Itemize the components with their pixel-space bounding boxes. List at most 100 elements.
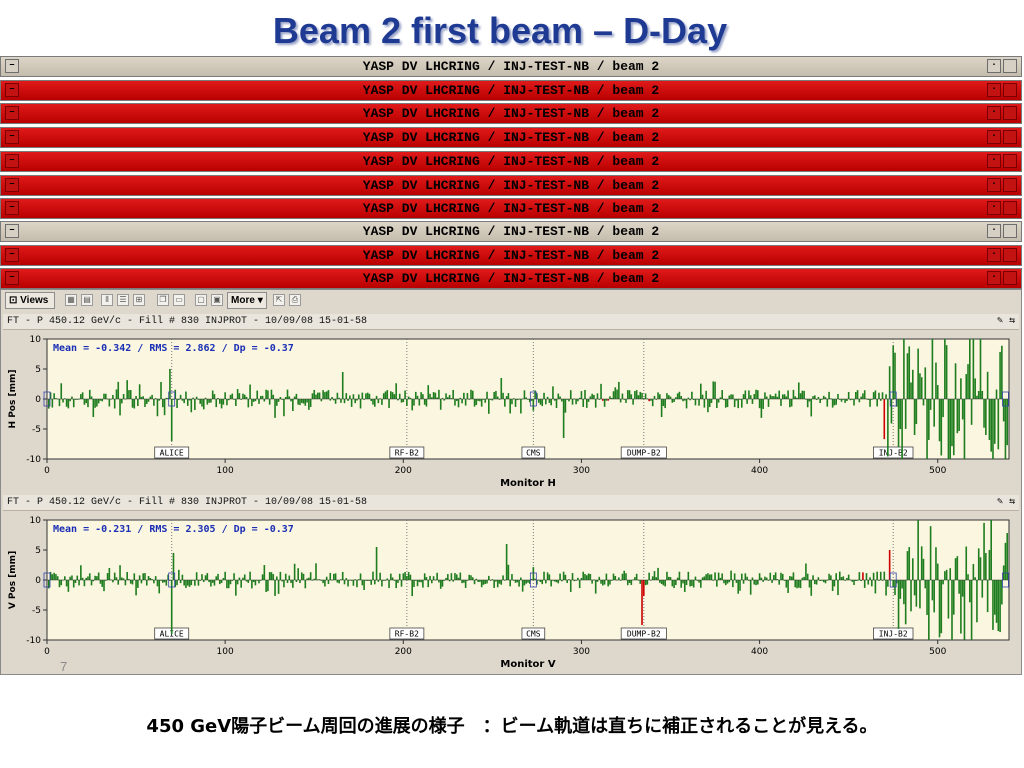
data-bar (796, 580, 798, 589)
window-menu-icon[interactable]: – (5, 248, 19, 262)
data-bar (215, 399, 218, 408)
data-bar (452, 580, 454, 582)
data-bar (867, 580, 870, 585)
paste-icon[interactable]: ▭ (173, 294, 185, 306)
data-bar (812, 396, 814, 399)
data-bar (311, 579, 314, 581)
window-title-bar[interactable]: – YASP DV LHCRING / INJ-TEST-NB / beam 2 · (0, 80, 1022, 101)
minimize-icon[interactable]: · (987, 154, 1001, 168)
export-icon[interactable]: ⇱ (273, 294, 285, 306)
data-bar (753, 394, 756, 399)
data-bar (181, 574, 184, 580)
window-menu-icon[interactable]: – (5, 154, 19, 168)
minimize-icon[interactable]: · (987, 83, 1001, 97)
window-menu-icon[interactable]: – (5, 271, 19, 285)
data-bar (393, 394, 396, 399)
window-menu-icon[interactable]: – (5, 201, 19, 215)
data-bar (154, 576, 157, 580)
data-bar (936, 385, 939, 399)
data-bar (329, 572, 332, 580)
data-bar (507, 393, 510, 399)
data-bar (644, 580, 647, 586)
minimize-icon[interactable]: · (987, 59, 1001, 73)
window-title-bar[interactable]: – YASP DV LHCRING / INJ-TEST-NB / beam 2 · (0, 103, 1022, 124)
data-bar (160, 580, 162, 581)
data-bar (315, 563, 317, 580)
window-title-bar[interactable]: – YASP DV LHCRING / INJ-TEST-NB / beam 2 · (0, 198, 1022, 219)
data-bar (505, 396, 508, 399)
more-button[interactable]: More ▾ (227, 292, 267, 309)
data-bar (158, 580, 161, 594)
maximize-icon[interactable] (1003, 224, 1017, 238)
maximize-icon[interactable] (1003, 83, 1017, 97)
maximize-icon[interactable] (1003, 154, 1017, 168)
data-bar (920, 546, 923, 580)
maximize-icon[interactable] (1003, 106, 1017, 120)
data-bar (363, 580, 365, 590)
data-bar (751, 399, 754, 404)
maximize-icon[interactable] (1003, 201, 1017, 215)
minimize-icon[interactable]: · (987, 224, 1001, 238)
rows-icon[interactable]: ☰ (117, 294, 129, 306)
window-title-bar[interactable]: – YASP DV LHCRING / INJ-TEST-NB / beam 2 · (0, 175, 1022, 196)
data-bar (885, 580, 887, 596)
minimize-icon[interactable]: · (987, 201, 1001, 215)
minimize-icon[interactable]: · (987, 271, 1001, 285)
copy-icon[interactable]: ❐ (157, 294, 169, 306)
data-bar (917, 348, 919, 399)
stats-label: Mean = -0.231 / RMS = 2.305 / Dp = -0.37 (53, 524, 294, 535)
data-bar (464, 580, 467, 588)
window-title-bar[interactable]: – YASP DV LHCRING / INJ-TEST-NB / beam 2 · (0, 56, 1022, 77)
data-bar (887, 399, 889, 457)
data-bar (202, 399, 205, 410)
window-title: YASP DV LHCRING / INJ-TEST-NB / beam 2 (362, 59, 660, 74)
data-bar (655, 399, 658, 400)
data-bar (879, 571, 882, 580)
data-bar (398, 573, 401, 580)
data-bar (504, 399, 506, 407)
grid-icon[interactable]: ⊞ (133, 294, 145, 306)
panel-tools-icon[interactable]: ✎ ⇆ (996, 316, 1015, 327)
window-menu-icon[interactable]: – (5, 224, 19, 238)
data-bar (708, 399, 711, 408)
window-title-bar[interactable]: – YASP DV LHCRING / INJ-TEST-NB / beam 2 · (0, 127, 1022, 148)
window-menu-icon[interactable]: – (5, 83, 19, 97)
window-title-bar[interactable]: – YASP DV LHCRING / INJ-TEST-NB / beam 2 · (0, 221, 1022, 242)
data-bar (753, 580, 756, 585)
minimize-icon[interactable]: · (987, 106, 1001, 120)
maximize-icon[interactable] (1003, 271, 1017, 285)
data-bar (390, 573, 392, 580)
window-title-bar[interactable]: – YASP DV LHCRING / INJ-TEST-NB / beam 2 · (0, 151, 1022, 172)
data-bar (817, 396, 820, 399)
data-bar (420, 580, 422, 583)
maximize-icon[interactable] (1003, 178, 1017, 192)
window-icon[interactable]: ▢ (195, 294, 207, 306)
minimize-icon[interactable]: · (987, 178, 1001, 192)
maximize-icon[interactable] (1003, 59, 1017, 73)
panel-tools-icon[interactable]: ✎ ⇆ (996, 497, 1015, 508)
print-icon[interactable]: ⎙ (289, 294, 301, 306)
data-bar (436, 572, 438, 580)
columns-icon[interactable]: ⫴ (101, 294, 113, 306)
window-alt-icon[interactable]: ▣ (211, 294, 223, 306)
maximize-icon[interactable] (1003, 248, 1017, 262)
layout-icon[interactable]: ▦ (65, 294, 77, 306)
layout-split-icon[interactable]: ▤ (81, 294, 93, 306)
data-bar (826, 399, 829, 407)
data-bar (174, 389, 177, 399)
window-title-bar[interactable]: – YASP DV LHCRING / INJ-TEST-NB / beam 2 · (0, 268, 1022, 289)
data-bar (64, 576, 66, 580)
minimize-icon[interactable]: · (987, 248, 1001, 262)
data-bar (516, 580, 519, 583)
minimize-icon[interactable]: · (987, 130, 1001, 144)
window-menu-icon[interactable]: – (5, 130, 19, 144)
views-button[interactable]: ⊡ Views (5, 292, 55, 309)
data-bar (666, 393, 668, 399)
data-bar (97, 572, 100, 580)
maximize-icon[interactable] (1003, 130, 1017, 144)
window-menu-icon[interactable]: – (5, 178, 19, 192)
data-bar (74, 580, 77, 583)
window-menu-icon[interactable]: – (5, 59, 19, 73)
window-menu-icon[interactable]: – (5, 106, 19, 120)
window-title-bar[interactable]: – YASP DV LHCRING / INJ-TEST-NB / beam 2 · (0, 245, 1022, 266)
